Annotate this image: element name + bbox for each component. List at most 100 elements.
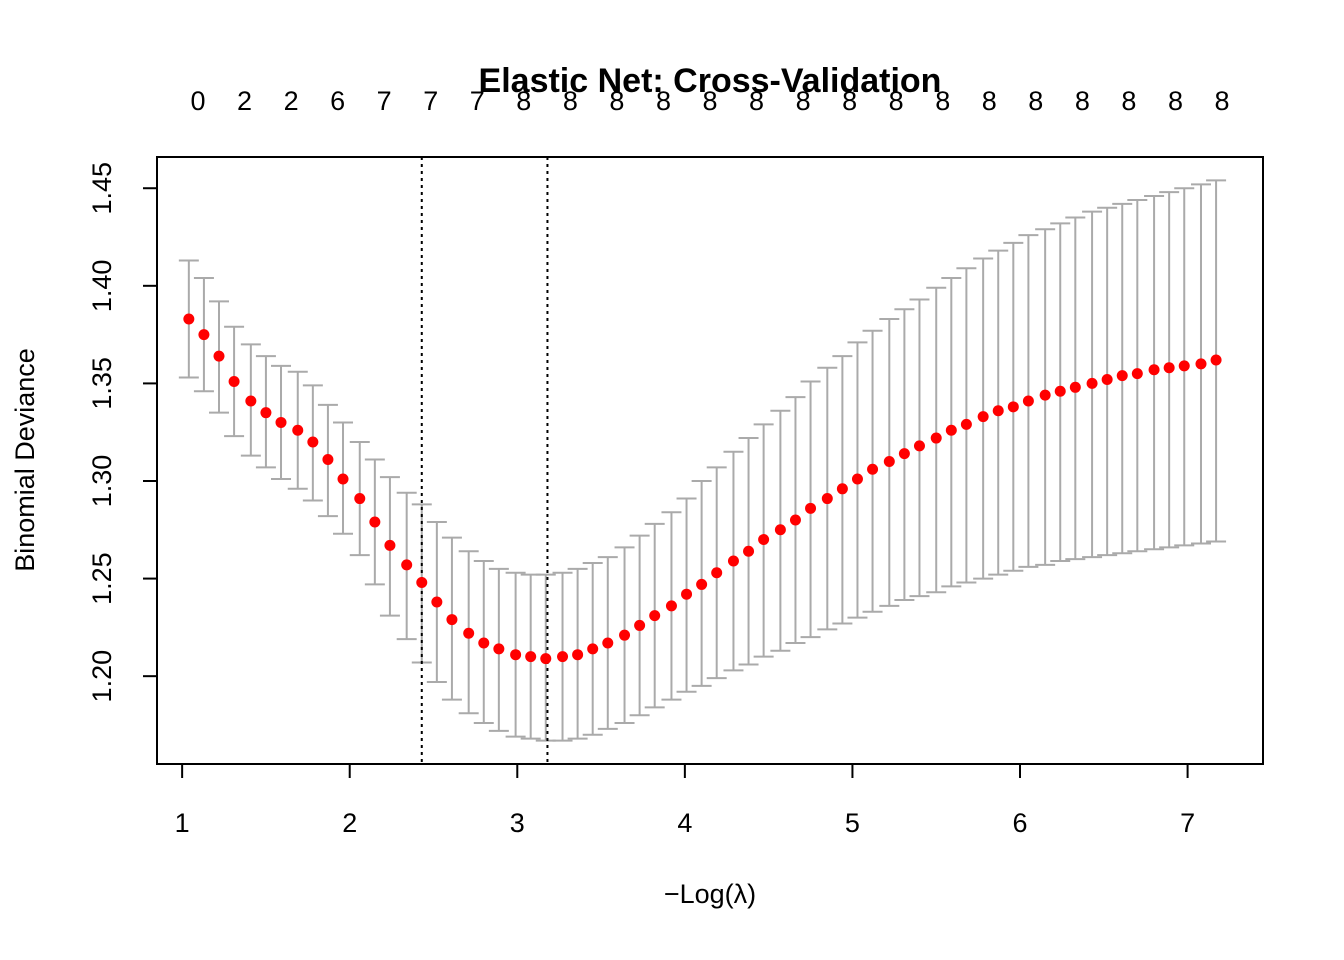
top-axis-label: 8 <box>1214 86 1229 116</box>
top-axis-label: 6 <box>330 86 345 116</box>
y-tick-label: 1.20 <box>87 650 117 703</box>
data-point <box>977 411 989 423</box>
top-axis-label: 8 <box>889 86 904 116</box>
data-point <box>572 649 584 661</box>
data-point <box>883 455 895 467</box>
x-tick-label: 7 <box>1180 808 1195 838</box>
data-point <box>587 643 599 655</box>
x-axis-title: −Log(λ) <box>664 879 756 909</box>
x-axis: 1 2 3 4 5 6 7 <box>175 763 1195 838</box>
top-axis-label: 8 <box>982 86 997 116</box>
data-point <box>1007 401 1019 413</box>
data-point <box>743 545 755 557</box>
top-axis-label: 8 <box>609 86 624 116</box>
top-axis-label: 8 <box>796 86 811 116</box>
data-point <box>431 596 443 608</box>
x-tick-label: 3 <box>510 808 525 838</box>
data-point <box>1163 362 1175 374</box>
y-axis-title: Binomial Deviance <box>10 348 40 572</box>
top-axis-label: 2 <box>284 86 299 116</box>
data-point <box>913 440 925 452</box>
data-point <box>665 600 677 612</box>
data-point <box>1178 360 1190 372</box>
data-point <box>649 610 661 622</box>
data-point <box>821 493 833 505</box>
top-axis-labels: 0 2 2 6 7 7 7 8 8 8 8 8 8 8 8 8 8 8 8 8 8 8 8 <box>190 86 1229 116</box>
data-point <box>1210 354 1222 366</box>
data-point <box>292 424 304 436</box>
top-axis-label: 7 <box>377 86 392 116</box>
data-point <box>213 350 225 362</box>
data-point <box>354 493 366 505</box>
data-point <box>525 651 537 663</box>
data-point <box>198 329 210 341</box>
data-point <box>1195 358 1207 370</box>
top-axis-label: 0 <box>190 86 205 116</box>
data-point <box>867 463 879 475</box>
data-point <box>1054 385 1066 397</box>
data-point <box>1086 377 1098 389</box>
data-point <box>1148 364 1160 376</box>
data-point <box>681 588 693 600</box>
data-point <box>758 534 770 546</box>
data-point <box>1022 395 1034 407</box>
data-point <box>478 637 490 649</box>
x-tick-label: 1 <box>175 808 190 838</box>
data-point <box>711 567 723 579</box>
data-point <box>1131 368 1143 380</box>
top-axis-label: 8 <box>935 86 950 116</box>
data-point <box>260 407 272 419</box>
data-point <box>183 313 195 325</box>
data-point <box>510 649 522 661</box>
top-axis-label: 7 <box>470 86 485 116</box>
y-tick-label: 1.30 <box>87 455 117 508</box>
data-point <box>307 436 319 448</box>
data-point <box>619 629 631 641</box>
data-points <box>183 313 1222 665</box>
data-point <box>696 578 708 590</box>
data-point <box>1039 389 1051 401</box>
y-tick-label: 1.25 <box>87 552 117 605</box>
data-point <box>930 432 942 444</box>
top-axis-label: 8 <box>842 86 857 116</box>
data-point <box>851 473 863 485</box>
y-axis: 1.20 1.25 1.30 1.35 1.40 1.45 <box>87 162 158 703</box>
data-point <box>557 651 569 663</box>
y-tick-label: 1.40 <box>87 260 117 313</box>
top-axis-label: 8 <box>563 86 578 116</box>
data-point <box>805 502 817 514</box>
data-point <box>992 405 1004 417</box>
data-point <box>322 454 334 466</box>
data-point <box>634 619 646 631</box>
data-point <box>774 524 786 536</box>
data-point <box>369 516 381 528</box>
data-point <box>228 375 240 387</box>
data-point <box>416 576 428 588</box>
top-axis-label: 8 <box>702 86 717 116</box>
data-point <box>446 614 458 626</box>
top-axis-label: 2 <box>237 86 252 116</box>
data-point <box>1101 374 1113 386</box>
data-point <box>275 416 287 428</box>
x-tick-label: 4 <box>677 808 692 838</box>
data-point <box>960 418 972 430</box>
top-axis-label: 8 <box>1028 86 1043 116</box>
data-point <box>245 395 257 407</box>
top-axis-label: 8 <box>656 86 671 116</box>
top-axis-label: 7 <box>423 86 438 116</box>
data-point <box>789 514 801 526</box>
top-axis-label: 8 <box>749 86 764 116</box>
data-point <box>898 448 910 460</box>
top-axis-label: 8 <box>1075 86 1090 116</box>
data-point <box>1116 370 1128 382</box>
data-point <box>463 627 475 639</box>
data-point <box>945 424 957 436</box>
data-point <box>836 483 848 495</box>
top-axis-label: 8 <box>516 86 531 116</box>
data-point <box>493 643 505 655</box>
data-point <box>401 559 413 571</box>
data-point <box>1069 381 1081 393</box>
chart-title: Elastic Net: Cross-Validation <box>479 62 942 100</box>
x-tick-label: 6 <box>1012 808 1027 838</box>
